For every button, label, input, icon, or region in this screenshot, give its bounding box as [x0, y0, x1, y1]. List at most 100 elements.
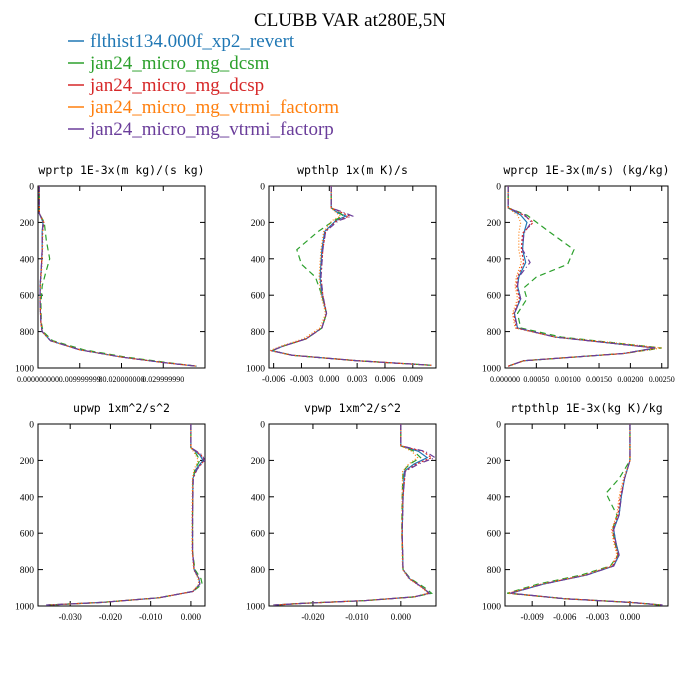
series-group: [46, 424, 205, 606]
y-tick-label: 0: [496, 421, 501, 431]
x-tick-label: 0.00150: [586, 375, 612, 384]
y-tick-label: 1000: [246, 603, 265, 613]
legend-label: jan24_micro_mg_dcsm: [89, 53, 270, 74]
plot-frame: [268, 423, 437, 607]
y-tick-label: 800: [487, 328, 502, 338]
legend-label: jan24_micro_mg_vtrmi_factorp: [89, 119, 334, 140]
series-line: [273, 424, 436, 606]
series-line: [38, 186, 197, 367]
x-tick-label: 0.000: [319, 374, 340, 384]
x-tick-label: 0.000000000: [17, 375, 59, 384]
series-line: [46, 424, 205, 606]
series-line: [46, 424, 204, 606]
y-tick-label: 400: [487, 255, 502, 265]
y-tick-label: 400: [251, 493, 266, 503]
y-tick-label: 800: [251, 328, 266, 338]
y-tick-label: 0: [29, 421, 34, 431]
series-group: [38, 186, 197, 367]
y-tick-label: 200: [251, 219, 266, 229]
y-tick-label: 800: [487, 566, 502, 576]
y-tick-label: 800: [20, 328, 35, 338]
y-tick-label: 200: [20, 457, 35, 467]
panel-title: wpthlp 1x(m K)/s: [297, 163, 408, 177]
y-tick-label: 400: [487, 493, 502, 503]
series-line: [269, 186, 432, 366]
y-tick-label: 200: [487, 457, 502, 467]
series-group: [269, 186, 432, 366]
y-tick-label: 1000: [482, 603, 501, 613]
plot-frame: [504, 185, 669, 369]
series-line: [509, 424, 663, 606]
y-tick-label: 400: [20, 493, 35, 503]
plot-frame: [37, 423, 206, 607]
series-line: [506, 424, 663, 606]
y-tick-label: 600: [20, 292, 35, 302]
x-tick-label: 0.029999990: [142, 375, 184, 384]
x-tick-label: 0.00050: [523, 375, 549, 384]
x-tick-label: -0.003: [290, 374, 314, 384]
y-tick-label: 600: [487, 530, 502, 540]
plot-frame: [268, 185, 437, 369]
y-tick-label: 600: [487, 292, 502, 302]
series-line: [38, 186, 197, 367]
legend-label: jan24_micro_mg_vtrmi_factorm: [89, 97, 339, 118]
chart-panel: wpthlp 1x(m K)/s 0 200 400 600 800 1000-0.006-…: [246, 163, 437, 384]
series-line: [38, 186, 197, 367]
x-tick-label: 0.003: [347, 374, 368, 384]
series-line: [269, 186, 432, 366]
y-tick-label: 1000: [15, 603, 34, 613]
y-tick-label: 0: [29, 183, 34, 193]
x-tick-label: 0.000: [391, 612, 412, 622]
y-tick-label: 1000: [15, 365, 34, 375]
legend-label: flthist134.000f_xp2_revert: [90, 31, 295, 52]
series-line: [507, 186, 662, 367]
series-line: [508, 424, 663, 606]
y-tick-label: 0: [260, 421, 265, 431]
y-tick-label: 0: [260, 183, 265, 193]
plot-frame: [37, 185, 206, 369]
series-line: [269, 186, 432, 366]
x-tick-label: -0.030: [59, 612, 83, 622]
series-group: [273, 424, 436, 606]
panel-title: wprtp 1E-3x(m kg)/(s kg): [38, 163, 204, 177]
chart-panel: vpwp 1xm^2/s^2 0 200 400 600 800 1000 -0.020 -0.…: [246, 401, 437, 622]
x-tick-label: -0.010: [139, 612, 163, 622]
y-tick-label: 600: [20, 530, 35, 540]
series-line: [269, 186, 432, 366]
chart-panel: upwp 1xm^2/s^2 0 200 400 600 800 1000 -0.030 -0.…: [15, 401, 206, 622]
y-tick-label: 600: [251, 530, 266, 540]
x-tick-label: 0.000: [620, 612, 641, 622]
panel-title: vpwp 1xm^2/s^2: [304, 401, 401, 415]
panel-title: wprcp 1E-3x(m/s) (kg/kg): [503, 163, 669, 177]
y-tick-label: 1000: [246, 365, 265, 375]
chart-panel: wprtp 1E-3x(m kg)/(s kg) 0 200 400 600 800 100…: [15, 163, 206, 384]
series-line: [507, 186, 656, 367]
y-tick-label: 600: [251, 292, 266, 302]
x-tick-label: 0.006: [375, 374, 396, 384]
y-tick-label: 1000: [482, 365, 501, 375]
x-tick-label: -0.020: [99, 612, 123, 622]
legend: flthist134.000f_xp2_revertjan24_micro_mg…: [68, 31, 339, 140]
series-line: [273, 424, 430, 606]
series-group: [507, 186, 662, 367]
series-line: [273, 424, 431, 606]
x-tick-label: 0.000000: [490, 375, 520, 384]
x-tick-label: -0.006: [553, 612, 577, 622]
chart-panel: wprcp 1E-3x(m/s) (kg/kg)0 200 400 600 800 100…: [482, 163, 675, 384]
x-tick-label: 80.020000000: [99, 375, 145, 384]
panel-title: rtpthlp 1E-3x(kg K)/kg: [510, 401, 662, 415]
chart-panels: wprtp 1E-3x(m kg)/(s kg) 0 200 400 600 800 100…: [15, 163, 675, 622]
y-tick-label: 200: [251, 457, 266, 467]
series-line: [507, 186, 656, 367]
x-tick-label: 0.009: [403, 374, 424, 384]
y-tick-label: 400: [251, 255, 266, 265]
x-tick-label: -0.010: [345, 612, 369, 622]
x-tick-label: -0.006: [262, 374, 286, 384]
x-tick-label: -0.020: [301, 612, 325, 622]
x-tick-label: -0.003: [586, 612, 610, 622]
series-group: [506, 424, 663, 606]
series-line: [510, 424, 663, 606]
series-line: [507, 186, 656, 367]
plot-frame: [504, 423, 669, 607]
